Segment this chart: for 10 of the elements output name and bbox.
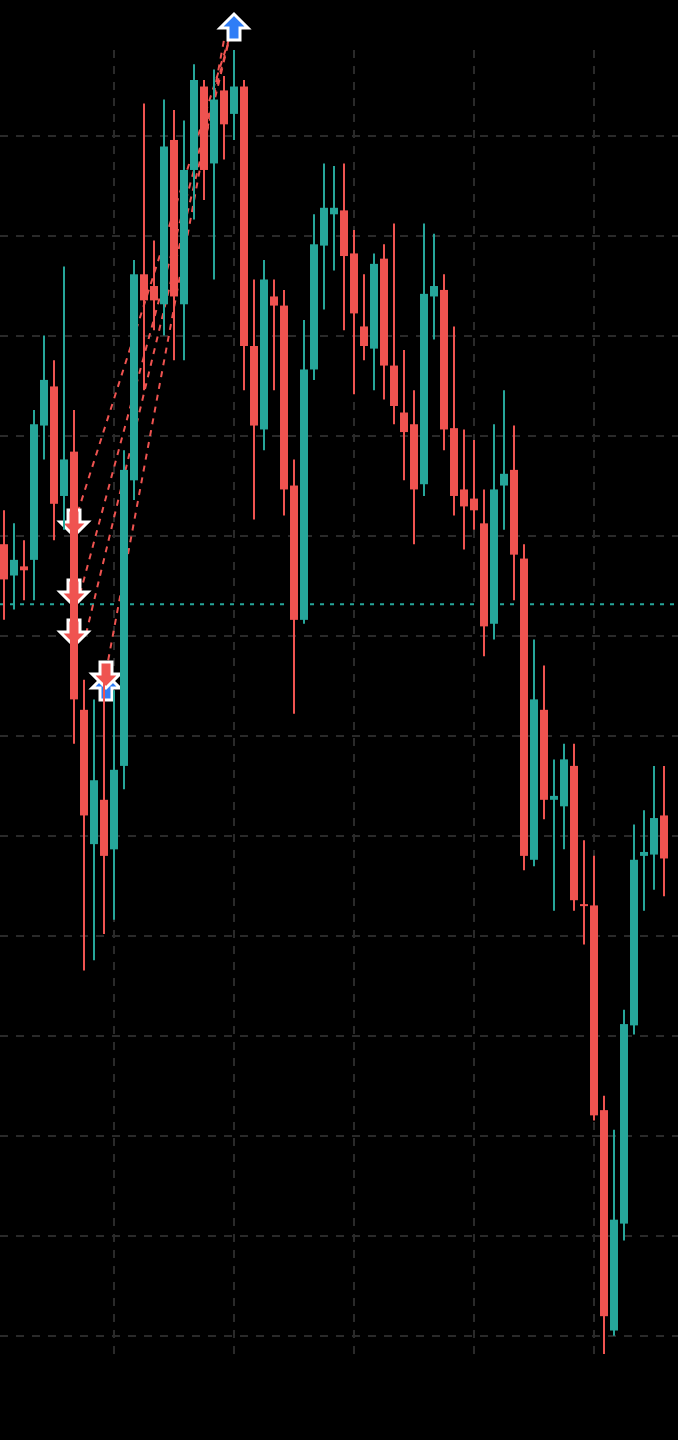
candlestick — [360, 273, 368, 362]
candlestick — [500, 389, 508, 531]
candlestick — [60, 265, 68, 531]
candlestick — [270, 278, 278, 392]
candlestick — [230, 49, 238, 141]
candlestick — [390, 222, 398, 426]
candlestick — [0, 509, 8, 621]
candlestick — [20, 539, 28, 602]
candlestick — [220, 75, 228, 161]
candlestick — [660, 764, 668, 898]
